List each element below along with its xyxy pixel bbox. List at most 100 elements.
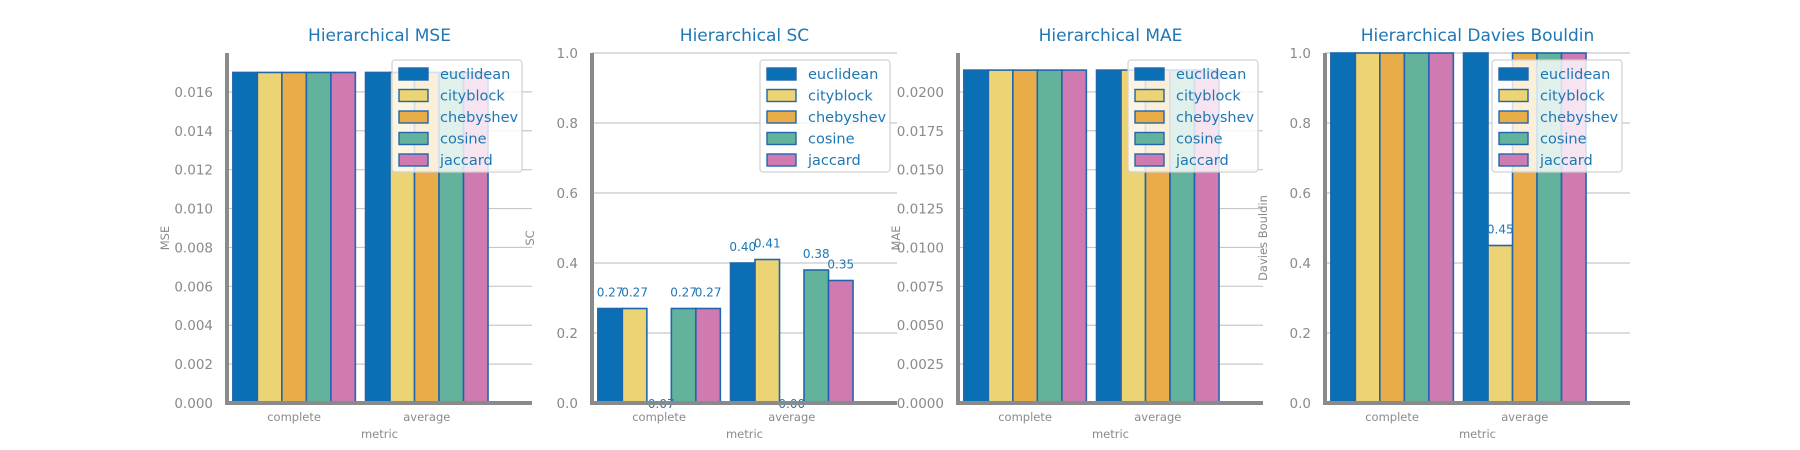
bar-chebyshev-complete: [1379, 52, 1406, 404]
legend-swatch-euclidean: [766, 67, 797, 81]
data-label: 0.27: [621, 286, 648, 300]
legend-swatch-cityblock: [1498, 88, 1529, 103]
bar-euclidean-complete: [597, 307, 624, 404]
bar-jaccard-complete: [1061, 69, 1088, 404]
bar-cityblock-average: [1487, 244, 1514, 404]
y-tick-label: 0.6: [557, 186, 578, 202]
y-tick-label: 0.2: [1290, 326, 1311, 342]
y-tick-label: 0.0150: [897, 163, 944, 179]
legend-label-cityblock: cityblock: [1176, 89, 1241, 105]
y-tick-label: 0.004: [174, 318, 213, 334]
legend-label-cosine: cosine: [808, 132, 855, 148]
legend-label-euclidean: euclidean: [808, 67, 878, 83]
legend-label-cosine: cosine: [1176, 132, 1223, 148]
legend-label-jaccard: jaccard: [1175, 153, 1229, 169]
legend-swatch-chebyshev: [1134, 110, 1165, 124]
chart-title: Hierarchical SC: [680, 26, 809, 46]
y-tick-label: 0.4: [557, 256, 578, 272]
y-tick-label: 0.4: [1290, 256, 1311, 272]
legend-label-cosine: cosine: [1540, 132, 1587, 148]
bar-euclidean-average: [364, 71, 391, 404]
y-tick-label: 0.002: [174, 357, 213, 373]
legend-label-euclidean: euclidean: [440, 67, 510, 83]
bar-jaccard-complete: [695, 307, 722, 404]
legend-label-jaccard: jaccard: [1539, 153, 1593, 169]
bar-cosine-complete: [305, 71, 332, 404]
y-tick-label: 0.0075: [897, 279, 944, 295]
legend-label-jaccard: jaccard: [439, 153, 493, 169]
legend: euclidean cityblock chebyshev cosine jaccard: [1491, 59, 1623, 173]
legend-swatch-cityblock: [1134, 88, 1165, 103]
y-tick-label: 0.0100: [897, 240, 944, 256]
chart-2: 0.270.27-0.070.270.270.400.410.000.380.3…: [523, 26, 897, 441]
legend-label-chebyshev: chebyshev: [1540, 110, 1619, 126]
y-tick-label: 0.8: [1290, 116, 1311, 132]
legend-swatch-euclidean: [398, 67, 429, 81]
y-tick-label: 0.012: [174, 163, 213, 179]
data-label: 0.27: [670, 286, 697, 300]
legend-swatch-cityblock: [398, 88, 429, 103]
chart-title: Hierarchical Davies Bouldin: [1361, 26, 1595, 46]
y-tick-label: 0.008: [174, 240, 213, 256]
chart-title: Hierarchical MSE: [308, 26, 451, 46]
chart-3: 0.0000 0.0025 0.0050 0.0075 0.0100 0.0125 0.01…: [889, 26, 1263, 441]
data-label: 0.27: [695, 286, 722, 300]
y-tick-label: 0.0125: [897, 202, 944, 218]
legend-label-euclidean: euclidean: [1540, 67, 1610, 83]
y-tick-label: 0.6: [1290, 186, 1311, 202]
legend-swatch-jaccard: [1498, 153, 1529, 167]
legend-swatch-jaccard: [766, 153, 797, 167]
y-tick-label: 0.8: [557, 116, 578, 132]
bar-cosine-complete: [1036, 69, 1063, 404]
bar-jaccard-complete: [330, 71, 357, 404]
legend: euclidean cityblock chebyshev cosine jaccard: [759, 59, 891, 173]
x-tick-label: complete: [632, 410, 686, 424]
bar-cityblock-complete: [621, 307, 648, 404]
bar-cityblock-complete: [1354, 52, 1381, 404]
data-label: 0.45: [1487, 223, 1514, 237]
legend-label-cityblock: cityblock: [440, 89, 505, 105]
x-tick-label: complete: [1365, 410, 1419, 424]
bar-euclidean-average: [1462, 52, 1489, 404]
x-tick-label: average: [1134, 410, 1181, 424]
x-tick-label: average: [403, 410, 450, 424]
data-label: 0.27: [597, 286, 624, 300]
legend-swatch-chebyshev: [398, 110, 429, 124]
bar-cosine-complete: [1403, 52, 1430, 404]
chart-1: 0.000 0.002 0.004 0.006 0.008 0.010 0.012 0.014…: [158, 26, 532, 441]
y-tick-label: 1.0: [557, 46, 578, 62]
y-tick-label: 0.0000: [897, 396, 944, 412]
y-tick-label: 0.0: [557, 396, 578, 412]
bar-euclidean-complete: [963, 69, 990, 404]
bar-jaccard-average: [827, 279, 854, 404]
y-axis-label: MSE: [158, 226, 172, 251]
bar-cityblock-complete: [256, 71, 283, 404]
bar-euclidean-average: [1095, 69, 1122, 404]
y-axis-label: SC: [523, 230, 537, 245]
legend-swatch-jaccard: [398, 153, 429, 167]
legend-swatch-cosine: [1134, 131, 1165, 146]
y-axis-label: Davies Bouldin: [1256, 195, 1270, 281]
legend-label-chebyshev: chebyshev: [1176, 110, 1255, 126]
legend-swatch-euclidean: [1498, 67, 1529, 81]
bar-cosine-average: [803, 269, 830, 404]
x-tick-label: complete: [267, 410, 321, 424]
x-axis-label: metric: [1459, 427, 1496, 441]
legend-swatch-chebyshev: [766, 110, 797, 124]
x-axis-label: metric: [361, 427, 398, 441]
y-tick-label: 0.000: [174, 396, 213, 412]
legend-swatch-euclidean: [1134, 67, 1165, 81]
y-tick-label: 0.0: [1290, 396, 1311, 412]
legend-label-chebyshev: chebyshev: [440, 110, 519, 126]
data-label: 0.40: [729, 240, 756, 254]
y-tick-label: 0.0025: [897, 357, 944, 373]
y-tick-label: 0.0175: [897, 124, 944, 140]
data-label: 0.41: [754, 237, 781, 251]
legend-label-chebyshev: chebyshev: [808, 110, 887, 126]
y-tick-label: 0.2: [557, 326, 578, 342]
y-tick-label: 1.0: [1290, 46, 1311, 62]
legend-label-cityblock: cityblock: [1540, 89, 1605, 105]
y-tick-label: 0.014: [174, 124, 213, 140]
legend-swatch-jaccard: [1134, 153, 1165, 167]
